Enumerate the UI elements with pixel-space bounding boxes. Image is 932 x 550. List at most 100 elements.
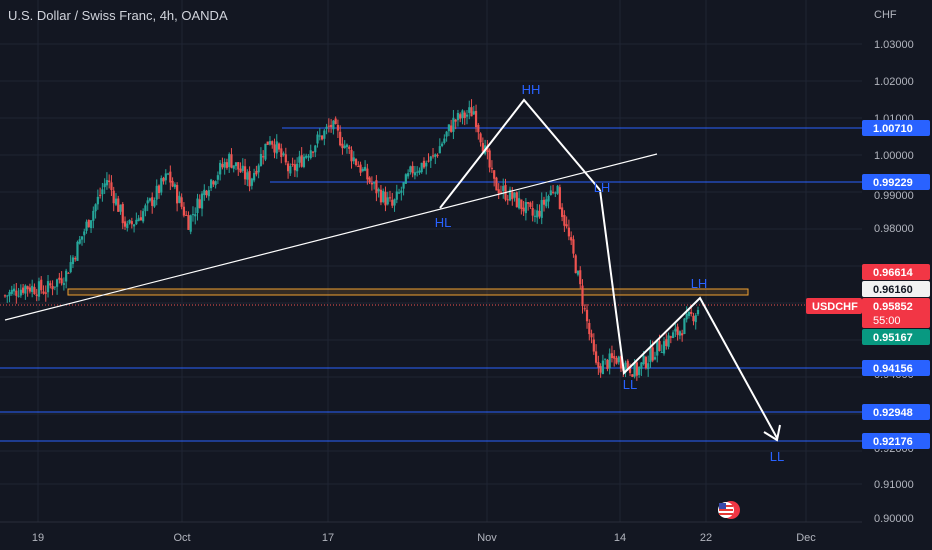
candle-body xyxy=(667,335,670,347)
candle-body xyxy=(617,356,620,363)
candle-body xyxy=(216,175,219,180)
us-flag-event-icon[interactable] xyxy=(718,501,740,519)
price-tick-6: 0.91000 xyxy=(874,479,914,491)
symbol-tag xyxy=(806,298,862,314)
candle-body xyxy=(65,270,68,282)
candle-body xyxy=(438,146,441,154)
support-zone[interactable] xyxy=(67,288,749,296)
candle-body xyxy=(164,173,167,181)
candle-body xyxy=(674,328,677,332)
candle-body xyxy=(407,173,410,177)
candle-body xyxy=(232,165,235,169)
candle-body xyxy=(352,157,355,162)
candle-body xyxy=(633,362,636,377)
candle-body xyxy=(683,318,686,334)
candle-body xyxy=(327,125,330,127)
candle-body xyxy=(323,130,326,139)
candle-body xyxy=(574,255,577,274)
candles xyxy=(3,99,700,381)
candle-body xyxy=(615,357,618,364)
candle-body xyxy=(320,135,324,140)
candle-body xyxy=(651,347,654,361)
candle-body xyxy=(55,279,59,287)
price-axis[interactable]: CHF 1.03000 1.02000 1.01000 1.00000 0.99… xyxy=(862,0,932,525)
time-label-7: Dec xyxy=(796,532,816,544)
candle-body xyxy=(613,356,616,359)
zigzag-lower[interactable] xyxy=(599,189,778,439)
candle-body xyxy=(271,141,274,145)
candle-body xyxy=(148,198,152,201)
candle-body xyxy=(678,331,681,336)
candle-body xyxy=(121,203,124,224)
candle-body xyxy=(160,178,163,193)
candle-body xyxy=(166,173,170,175)
trendline[interactable] xyxy=(4,153,658,321)
candle-body xyxy=(658,341,661,352)
candle-body xyxy=(488,150,491,168)
candle-body xyxy=(334,118,337,125)
candle-body xyxy=(259,154,263,166)
candle-body xyxy=(22,287,25,293)
candle-body xyxy=(253,173,256,181)
candle-body xyxy=(284,154,287,163)
candle-body xyxy=(307,156,310,158)
candle-body xyxy=(640,362,643,369)
candle-body xyxy=(649,347,652,363)
candle-body xyxy=(26,286,29,290)
candle-body xyxy=(12,288,16,292)
candle-body xyxy=(656,339,659,356)
candle-body xyxy=(590,333,593,338)
candle-body xyxy=(567,227,571,237)
time-label-2: Oct xyxy=(173,532,190,544)
candle-body xyxy=(450,125,453,132)
candle-body xyxy=(305,155,308,158)
candle-body xyxy=(35,294,38,296)
candle-body xyxy=(411,165,414,174)
grid xyxy=(0,0,862,522)
candle-body xyxy=(660,351,663,353)
candle-body xyxy=(273,144,276,153)
candle-body xyxy=(465,114,469,117)
candle-body xyxy=(379,189,383,203)
candle-body xyxy=(171,180,174,187)
candle-body xyxy=(515,192,518,208)
candle-body xyxy=(83,231,86,236)
candle-body xyxy=(594,351,598,363)
candle-body xyxy=(255,170,258,175)
time-label-5: 14 xyxy=(614,532,626,544)
tag-level-1 xyxy=(862,120,930,136)
candle-body xyxy=(631,374,634,377)
time-axis[interactable]: 19 Oct 17 Nov 14 22 Dec xyxy=(0,521,862,544)
candle-body xyxy=(386,197,389,205)
candle-body xyxy=(114,198,118,205)
candle-body xyxy=(123,221,127,227)
candle-body xyxy=(246,172,249,180)
symbol-tag-text: USDCHF xyxy=(812,301,858,313)
candle-body xyxy=(142,211,145,222)
candle-body xyxy=(404,174,407,184)
candle-body xyxy=(110,182,113,191)
candle-body xyxy=(44,292,47,294)
candle-body xyxy=(572,239,575,254)
candle-body xyxy=(348,146,351,149)
time-label-4: Nov xyxy=(477,532,497,544)
zigzag-upper[interactable] xyxy=(439,98,601,209)
candle-body xyxy=(130,221,133,225)
tag-zone-price xyxy=(862,281,930,297)
candle-body xyxy=(425,162,428,167)
candle-body xyxy=(101,189,104,195)
candle-body xyxy=(257,165,260,173)
candle-body xyxy=(669,336,672,338)
candle-body xyxy=(203,189,206,196)
candle-body xyxy=(445,131,448,137)
candle-body xyxy=(638,367,641,375)
candle-body xyxy=(176,184,179,204)
tag-level-3-text: 0.94156 xyxy=(873,363,913,375)
candle-body xyxy=(665,339,668,347)
candle-body xyxy=(105,180,109,186)
candle-body xyxy=(153,200,156,207)
candle-body xyxy=(391,199,394,206)
